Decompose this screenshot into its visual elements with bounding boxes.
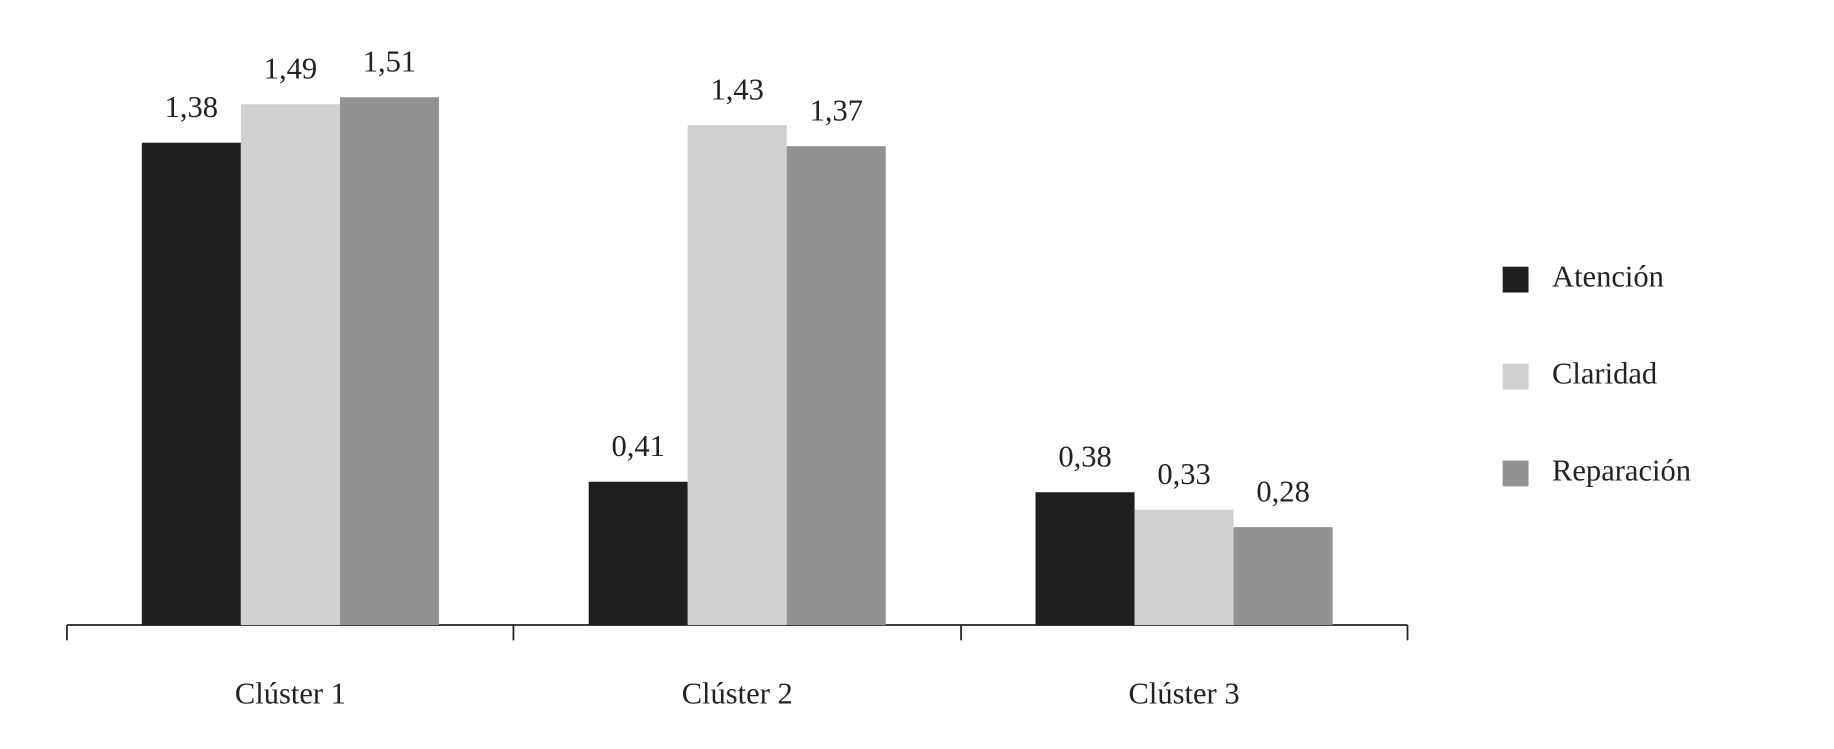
legend-swatch: [1502, 266, 1529, 293]
legend-label: Reparación: [1552, 453, 1691, 487]
value-label: 0,38: [1058, 439, 1111, 473]
bar: [588, 481, 688, 626]
x-tick-label: Clúster 1: [235, 677, 346, 711]
bar: [786, 146, 886, 626]
value-label: 0,28: [1256, 474, 1309, 508]
bar: [240, 104, 340, 626]
value-label: 1,51: [363, 44, 416, 78]
bar: [687, 125, 787, 626]
value-label: 1,37: [810, 93, 863, 127]
value-label: 1,38: [165, 90, 218, 124]
bar: [1233, 527, 1333, 626]
bar: [1035, 492, 1135, 626]
x-tick-label: Clúster 3: [1129, 677, 1240, 711]
value-label: 0,33: [1157, 457, 1210, 491]
bar: [141, 142, 241, 626]
value-label: 1,49: [264, 51, 317, 85]
legend-swatch: [1502, 363, 1529, 390]
value-label: 1,43: [711, 72, 764, 106]
legend-label: Claridad: [1552, 357, 1657, 391]
bar: [1134, 509, 1234, 626]
bar: [339, 97, 439, 626]
x-tick-label: Clúster 2: [682, 677, 793, 711]
legend-swatch: [1502, 460, 1529, 487]
legend-label: Atención: [1552, 260, 1664, 294]
value-label: 0,41: [611, 429, 664, 463]
